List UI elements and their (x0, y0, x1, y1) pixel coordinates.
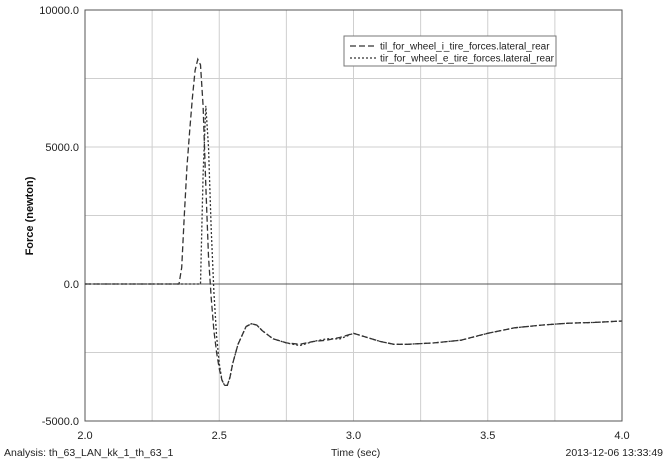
x-tick-label: 3.0 (346, 430, 361, 442)
y-tick-label: 10000.0 (39, 5, 79, 17)
y-tick-label: 0.0 (64, 279, 79, 291)
legend-label-1: til_for_wheel_i_tire_forces.lateral_rear (380, 42, 550, 53)
x-tick-label: 4.0 (614, 430, 629, 442)
y-tick-label: 5000.0 (45, 142, 79, 154)
x-tick-label: 2.5 (212, 430, 227, 442)
x-tick-label: 3.5 (480, 430, 495, 442)
y-tick-label: -5000.0 (42, 416, 79, 428)
footer-analysis: Analysis: th_63_LAN_kk_1_th_63_1 (4, 447, 174, 459)
x-tick-label: 2.0 (77, 430, 92, 442)
series-group (85, 57, 623, 387)
legend-box (343, 35, 557, 67)
legend: til_for_wheel_i_tire_forces.lateral_rear… (343, 35, 557, 67)
footer-timestamp: 2013-12-06 13:33:49 (565, 447, 664, 459)
x-tick-labels: 2.0 2.5 3.0 3.5 4.0 (77, 430, 629, 442)
plot-frame (84, 9, 623, 422)
grid (85, 10, 622, 421)
series-line-2 (85, 105, 623, 387)
y-tick-labels: -5000.0 0.0 5000.0 10000.0 (39, 5, 79, 428)
legend-label-2: tir_for_wheel_e_tire_forces.lateral_rear (380, 54, 555, 65)
y-axis-label: Force (newton) (24, 176, 36, 255)
x-axis-label: Time (sec) (331, 447, 381, 459)
